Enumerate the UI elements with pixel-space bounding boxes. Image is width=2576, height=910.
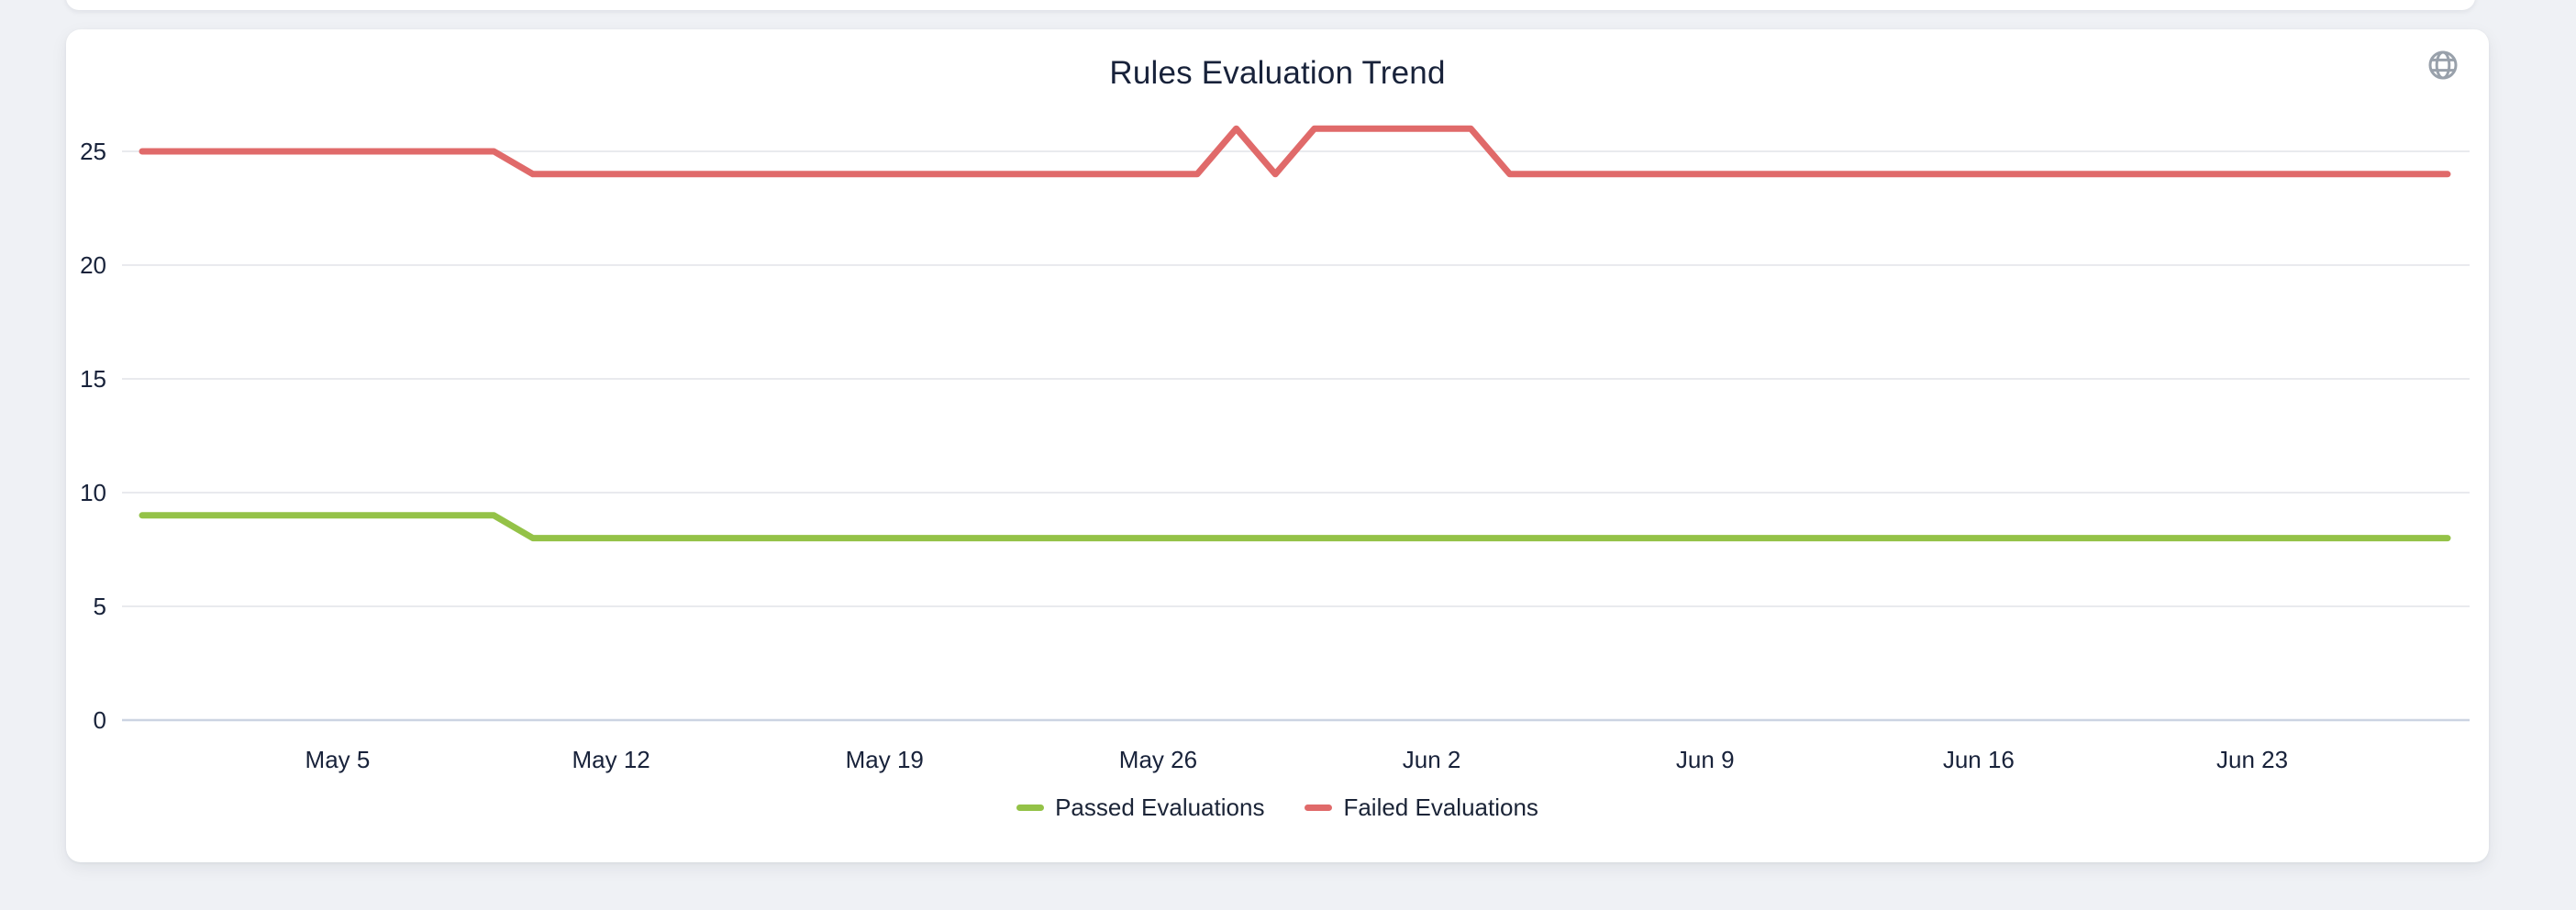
legend-item-passed-evaluations[interactable]: Passed Evaluations	[1016, 793, 1264, 822]
y-tick-label: 5	[94, 593, 106, 620]
rules-evaluation-trend-card: Rules Evaluation Trend 0 5 10 15 20 25 May 5 Ma…	[66, 29, 2489, 862]
x-tick-label: May 5	[305, 746, 371, 773]
series-line-failed-evaluations	[139, 125, 2451, 178]
y-tick-label: 25	[80, 138, 106, 165]
y-tick-label: 0	[94, 706, 106, 734]
x-tick-label: Jun 23	[2216, 746, 2288, 773]
x-tick-label: May 19	[846, 746, 924, 773]
globe-icon[interactable]	[2426, 49, 2459, 82]
legend-label-passed: Passed Evaluations	[1055, 793, 1265, 821]
chart-title: Rules Evaluation Trend	[1109, 55, 1446, 91]
y-tick-label: 20	[80, 251, 106, 279]
x-tick-label: Jun 9	[1676, 746, 1735, 773]
rules-evaluation-trend-chart: 0 5 10 15 20 25 May 5 May 12 May 19 May 26 Jun 2 Ju…	[80, 125, 2470, 773]
legend-label-failed: Failed Evaluations	[1343, 793, 1538, 821]
x-tick-label: Jun 16	[1943, 746, 2015, 773]
series-line-passed-evaluations	[139, 512, 2451, 542]
legend-dash-failed	[1305, 805, 1333, 811]
legend-dash-passed	[1016, 805, 1045, 811]
y-tick-label: 10	[80, 479, 106, 506]
legend-item-failed-evaluations[interactable]: Failed Evaluations	[1305, 793, 1538, 822]
x-tick-label: Jun 2	[1403, 746, 1461, 773]
x-tick-label: May 26	[1119, 746, 1197, 773]
chart-legend: Passed Evaluations Failed Evaluations	[66, 793, 2489, 822]
x-tick-label: May 12	[572, 746, 650, 773]
previous-card-bottom-edge	[66, 0, 2475, 10]
y-tick-label: 15	[80, 365, 106, 393]
